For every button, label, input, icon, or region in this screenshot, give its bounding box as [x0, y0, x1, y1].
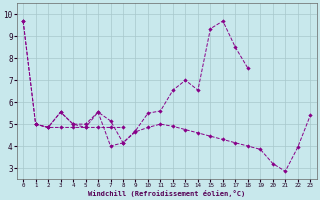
X-axis label: Windchill (Refroidissement éolien,°C): Windchill (Refroidissement éolien,°C): [88, 190, 245, 197]
